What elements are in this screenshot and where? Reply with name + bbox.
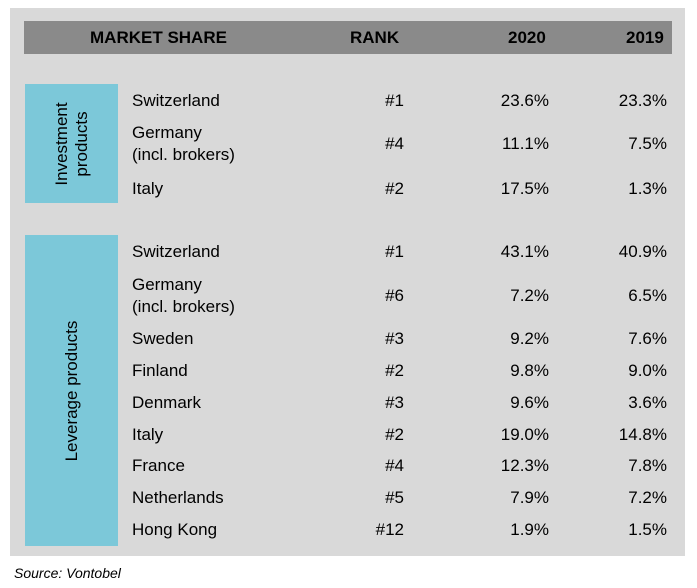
value-2020-cell: 9.6%	[510, 393, 549, 412]
rank-cell: #4	[385, 134, 404, 153]
country-cell: Hong Kong	[132, 520, 218, 539]
country-cell: Netherlands	[132, 488, 224, 507]
header-2019: 2019	[626, 28, 664, 47]
country-cell: Germany (incl. brokers)	[132, 123, 235, 164]
value-2020-cell: 9.8%	[510, 361, 549, 380]
rank-cell: #3	[385, 329, 404, 348]
value-2020-cell: 23.6%	[500, 91, 549, 110]
value-2019-cell: 40.9%	[618, 242, 667, 261]
country-cell: Italy	[132, 179, 164, 198]
rank-cell: #2	[385, 425, 404, 444]
country-cell: France	[132, 456, 185, 475]
rank-cell: #3	[385, 393, 404, 412]
source-note: Source: Vontobel	[14, 565, 121, 581]
table-panel	[10, 8, 685, 556]
rank-cell: #2	[385, 179, 404, 198]
value-2020-cell: 43.1%	[500, 242, 549, 261]
header-rank: RANK	[350, 28, 400, 47]
value-2019-cell: 23.3%	[618, 91, 667, 110]
header-2020: 2020	[508, 28, 546, 47]
country-cell: Finland	[132, 361, 188, 380]
rank-cell: #1	[385, 91, 404, 110]
value-2019-cell: 7.5%	[628, 134, 667, 153]
group-label-investment: Investment products	[25, 84, 118, 203]
value-2019-cell: 7.2%	[628, 488, 667, 507]
value-2020-cell: 9.2%	[510, 329, 549, 348]
value-2019-cell: 1.3%	[628, 179, 667, 198]
rank-cell: #4	[385, 456, 404, 475]
country-cell: Switzerland	[132, 91, 220, 110]
value-2020-cell: 7.2%	[510, 286, 549, 305]
country-cell: Switzerland	[132, 242, 220, 261]
value-2020-cell: 12.3%	[500, 456, 549, 475]
rank-cell: #12	[375, 520, 404, 539]
rank-cell: #2	[385, 361, 404, 380]
value-2019-cell: 1.5%	[628, 520, 667, 539]
value-2020-cell: 1.9%	[510, 520, 549, 539]
value-2019-cell: 7.6%	[628, 329, 667, 348]
value-2019-cell: 14.8%	[618, 425, 667, 444]
value-2019-cell: 9.0%	[628, 361, 667, 380]
group-label-leverage: Leverage products	[25, 235, 118, 546]
value-2019-cell: 6.5%	[628, 286, 667, 305]
country-cell: Sweden	[132, 329, 194, 348]
value-2020-cell: 7.9%	[510, 488, 549, 507]
country-cell: Italy	[132, 425, 164, 444]
value-2020-cell: 11.1%	[502, 134, 549, 153]
group-label-text: Leverage products	[61, 320, 81, 461]
value-2019-cell: 7.8%	[628, 456, 667, 475]
country-cell: Germany (incl. brokers)	[132, 275, 235, 316]
rank-cell: #5	[385, 488, 404, 507]
header-market-share: MARKET SHARE	[90, 28, 227, 47]
table-header: MARKET SHARE RANK 2020 2019	[24, 21, 672, 54]
value-2020-cell: 17.5%	[500, 179, 549, 198]
value-2019-cell: 3.6%	[628, 393, 667, 412]
country-cell: Denmark	[132, 393, 201, 412]
value-2020-cell: 19.0%	[500, 425, 549, 444]
group-label-text: Investment products	[51, 101, 91, 186]
rank-cell: #6	[385, 286, 404, 305]
rank-cell: #1	[385, 242, 404, 261]
